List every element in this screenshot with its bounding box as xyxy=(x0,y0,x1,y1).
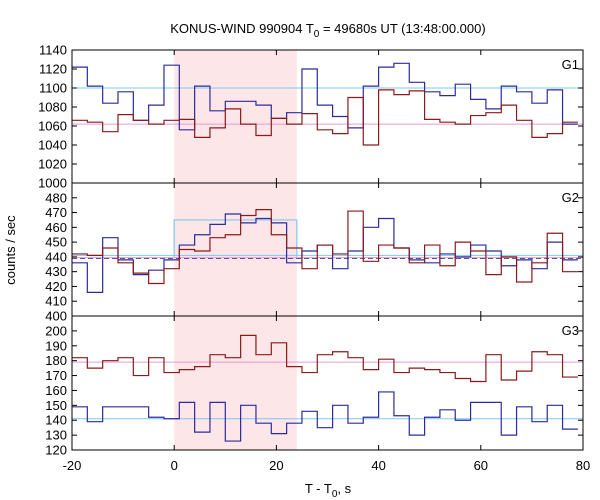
chart-title-sub: 0 xyxy=(314,29,320,40)
y-tick-label: 150 xyxy=(45,398,67,413)
x-axis-label-sub: 0 xyxy=(332,489,338,500)
x-axis-label: T - T0, s xyxy=(305,481,352,500)
series-red-step-line xyxy=(72,334,578,383)
y-tick-label: 440 xyxy=(45,249,67,264)
x-axis-label-prefix: T - T xyxy=(305,481,332,496)
panel-label: G2 xyxy=(562,190,579,205)
overlay-line-cyan xyxy=(173,219,298,257)
x-tick-label: 40 xyxy=(371,458,385,473)
panel-label: G3 xyxy=(562,323,579,338)
y-tick-label: 190 xyxy=(45,338,67,353)
y-tick-label: 1100 xyxy=(39,81,67,96)
series-blue-step-line xyxy=(72,62,578,131)
y-tick-label: 1000 xyxy=(38,176,67,191)
y-tick-label: 1020 xyxy=(38,157,67,172)
panel-frame xyxy=(71,315,584,451)
y-tick-label: 400 xyxy=(45,309,67,324)
y-tick-label: 140 xyxy=(45,413,67,428)
y-tick-label: 470 xyxy=(45,205,67,220)
chart-title-suffix: = 49680s UT (13:48:00.000) xyxy=(319,21,485,36)
chart-title-prefix: KONUS-WIND 990904 T xyxy=(170,21,314,36)
y-axis-label: counts / sec xyxy=(3,215,18,285)
y-tick-label: 1040 xyxy=(38,138,67,153)
y-tick-label: 1080 xyxy=(38,100,67,115)
x-tick-label: 60 xyxy=(474,458,488,473)
y-tick-label: 130 xyxy=(45,428,67,443)
y-tick-label: 410 xyxy=(45,294,67,309)
series-red-step-line xyxy=(72,209,578,285)
y-tick-label: 120 xyxy=(45,443,67,458)
y-tick-label: 1060 xyxy=(38,119,67,134)
y-tick-label: 480 xyxy=(45,190,67,205)
shaded-interval xyxy=(174,50,297,183)
series-blue-step-line xyxy=(72,391,578,442)
x-tick-label: 0 xyxy=(171,458,178,473)
y-tick-label: 1120 xyxy=(39,62,67,77)
panel-frame xyxy=(71,182,584,317)
series-red-step-line xyxy=(72,89,578,146)
y-tick-label: 450 xyxy=(45,235,67,250)
series-blue-step-line xyxy=(72,213,578,293)
x-tick-label: 80 xyxy=(576,458,590,473)
panel-label: G1 xyxy=(562,57,579,72)
y-tick-label: 460 xyxy=(45,220,67,235)
shaded-interval xyxy=(174,316,297,450)
panel-g1: 1000 1020 1040 1060 1080 1100 1120 1140 G1 xyxy=(38,43,584,191)
y-tick-label: 430 xyxy=(45,264,67,279)
y-tick-label: 160 xyxy=(45,383,67,398)
x-tick-label: 20 xyxy=(269,458,283,473)
x-tick-label: -20 xyxy=(63,458,82,473)
chart-title: KONUS-WIND 990904 T0 = 49680s UT (13:48:… xyxy=(170,21,485,40)
panels-group: 10001020104010601080110011201140G1400410… xyxy=(38,43,590,474)
y-tick-label: 200 xyxy=(45,323,67,338)
x-axis-label-suffix: , s xyxy=(337,481,351,496)
y-tick-label: 420 xyxy=(45,279,67,294)
y-tick-label: 170 xyxy=(45,368,67,383)
y-tick-label: 1140 xyxy=(39,43,67,58)
y-tick-label: 180 xyxy=(45,353,67,368)
